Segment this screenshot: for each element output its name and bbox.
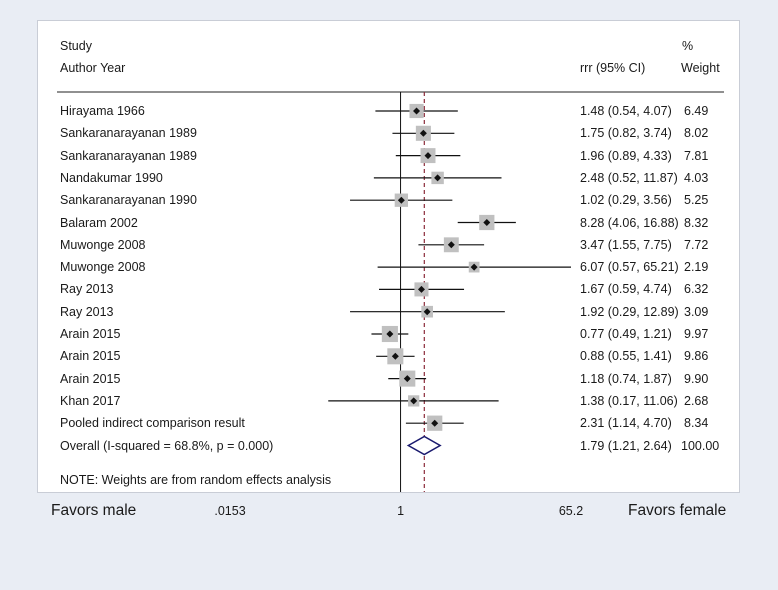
ci-value: 1.18 (0.74, 1.87) [580, 371, 672, 386]
point-estimate-marker [413, 107, 421, 115]
point-estimate-marker [431, 419, 439, 427]
header-percent: % [682, 39, 694, 53]
study-label: Pooled indirect comparison result [60, 416, 245, 431]
point-estimate-marker [447, 241, 455, 249]
forest-plot-panel: Study Author Year % rrr (95% CI) Weight … [37, 20, 740, 493]
study-label: Khan 2017 [60, 393, 121, 408]
ci-value: 2.48 (0.52, 11.87) [580, 170, 678, 185]
ci-value: 1.92 (0.29, 12.89) [580, 304, 679, 319]
weight-value: 7.72 [684, 237, 709, 252]
study-label: Sankaranarayanan 1989 [60, 126, 197, 141]
favors-male-label: Favors male [51, 502, 137, 519]
header-effect: rrr (95% CI) [580, 61, 646, 75]
weight-value: 6.32 [684, 282, 709, 297]
point-estimate-marker [417, 285, 425, 293]
header-weight: Weight [681, 61, 720, 75]
header-study: Study [60, 39, 92, 53]
x-tick-label: 1 [397, 504, 405, 518]
overall-diamond [406, 435, 442, 456]
point-estimate-marker [424, 152, 432, 160]
study-label: Sankaranarayanan 1989 [60, 148, 197, 163]
weight-value: 2.19 [684, 260, 709, 275]
ci-value: 0.77 (0.49, 1.21) [580, 327, 672, 341]
x-tick-label: 65.2 [558, 504, 584, 518]
study-label: Ray 2013 [60, 304, 114, 319]
point-estimate-marker [419, 129, 427, 137]
weight-value: 2.68 [684, 393, 709, 408]
weight-value: 9.97 [684, 327, 709, 341]
point-estimate-marker [386, 330, 394, 338]
study-label: Arain 2015 [60, 349, 121, 364]
ci-value: 0.88 (0.55, 1.41) [580, 349, 672, 364]
point-estimate-marker [483, 219, 491, 226]
point-estimate-marker [410, 397, 418, 405]
overall-ci-value: 1.79 (1.21, 2.64) [580, 438, 672, 453]
weight-value: 9.86 [684, 349, 709, 364]
point-estimate-marker [423, 308, 431, 316]
ci-value: 1.67 (0.59, 4.74) [580, 282, 672, 297]
weight-value: 9.90 [684, 371, 709, 386]
note-text: NOTE: Weights are from random effects an… [60, 473, 332, 487]
weight-value: 8.32 [684, 215, 709, 230]
point-estimate-marker [397, 196, 405, 204]
point-estimate-marker [391, 352, 399, 360]
study-label: Nandakumar 1990 [60, 170, 163, 185]
study-label: Balaram 2002 [60, 215, 138, 230]
point-estimate-marker [470, 263, 478, 271]
weight-value: 8.02 [684, 126, 709, 141]
weight-value: 7.81 [684, 148, 709, 163]
header-author-year: Author Year [60, 61, 126, 75]
weight-value: 5.25 [684, 193, 709, 208]
x-tick-label: .0153 [214, 504, 246, 518]
ci-value: 3.47 (1.55, 7.75) [580, 237, 672, 252]
study-label: Sankaranarayanan 1990 [60, 193, 197, 208]
study-label: Ray 2013 [60, 282, 114, 297]
forest-plot-svg [57, 91, 724, 492]
point-estimate-marker [434, 174, 442, 182]
favors-female-label: Favors female [628, 502, 727, 519]
ci-value: 1.02 (0.29, 3.56) [580, 193, 672, 208]
ci-value: 1.48 (0.54, 4.07) [580, 104, 672, 118]
weight-value: 8.34 [684, 416, 709, 431]
overall-weight-value: 100.00 [681, 438, 720, 453]
study-label: Muwonge 2008 [60, 237, 146, 252]
weight-value: 6.49 [684, 104, 709, 118]
study-label: Hirayama 1966 [60, 104, 145, 118]
weight-value: 4.03 [684, 170, 709, 185]
ci-value: 8.28 (4.06, 16.88) [580, 215, 679, 230]
study-label: Muwonge 2008 [60, 260, 146, 275]
overall-label: Overall (I-squared = 68.8%, p = 0.000) [60, 438, 274, 453]
ci-value: 2.31 (1.14, 4.70) [580, 416, 672, 431]
point-estimate-marker [403, 375, 411, 383]
ci-value: 1.96 (0.89, 4.33) [580, 148, 672, 163]
study-label: Arain 2015 [60, 371, 121, 386]
study-label: Arain 2015 [60, 327, 121, 341]
ci-value: 1.38 (0.17, 11.06) [580, 393, 678, 408]
ci-value: 6.07 (0.57, 65.21) [580, 260, 679, 275]
weight-value: 3.09 [684, 304, 709, 319]
ci-value: 1.75 (0.82, 3.74) [580, 126, 672, 141]
